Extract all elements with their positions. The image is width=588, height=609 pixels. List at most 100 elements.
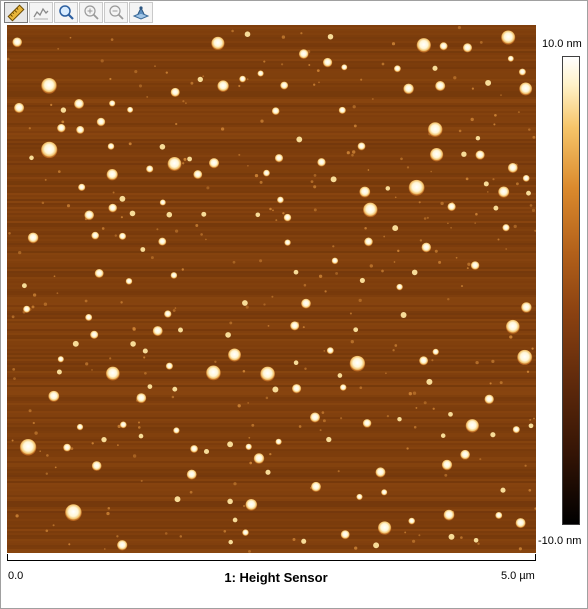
surface-grain (265, 396, 269, 400)
nanoparticle (227, 441, 234, 448)
zoom-out-tool-button[interactable] (104, 2, 128, 23)
surface-grain (470, 117, 474, 122)
nanoparticle (298, 49, 309, 59)
surface-grain (195, 224, 199, 227)
surface-grain (150, 256, 154, 260)
scan-line (7, 173, 536, 175)
surface-grain (116, 535, 119, 538)
nanoparticle (427, 122, 443, 137)
scan-line (7, 437, 536, 439)
nanoparticle (339, 384, 347, 391)
surface-grain (46, 454, 49, 457)
x-axis-tick-start (7, 554, 8, 561)
surface-grain (144, 371, 147, 375)
nanoparticle (443, 509, 455, 521)
nanoparticle (227, 498, 233, 505)
nanoparticle (227, 348, 242, 362)
scan-line (7, 187, 536, 189)
surface-grain (109, 357, 112, 360)
surface-grain (518, 547, 522, 551)
surface-grain (534, 507, 536, 510)
surface-grain (418, 201, 421, 204)
surface-grain (406, 166, 410, 169)
surface-grain (254, 173, 259, 178)
zoom-in-tool-button[interactable] (79, 2, 103, 23)
section-tool-button[interactable] (29, 2, 53, 23)
scan-line (7, 207, 536, 209)
scan-line (7, 349, 536, 351)
nanoparticle (242, 300, 248, 306)
image-toolbar (4, 2, 153, 24)
nanoparticle (327, 33, 334, 40)
scan-line (7, 243, 536, 245)
scan-line (7, 147, 536, 149)
x-axis-tick-end (535, 554, 536, 561)
scan-line (7, 401, 536, 403)
scan-line (7, 345, 536, 347)
scan-line (7, 279, 536, 281)
surface-grain (534, 229, 536, 232)
height-image[interactable] (7, 25, 536, 553)
scan-line (7, 47, 536, 49)
scan-line (7, 35, 536, 37)
scan-line (7, 521, 536, 523)
scan-line (7, 361, 536, 363)
nanoparticle (519, 82, 533, 96)
scan-line (7, 171, 536, 173)
scan-line (7, 397, 536, 399)
scan-line (7, 549, 536, 551)
surface-grain (31, 305, 35, 309)
scan-line (7, 283, 536, 285)
ruler-tool-button[interactable] (4, 2, 28, 23)
scan-line (7, 405, 536, 407)
scan-line (7, 167, 536, 169)
nanoparticle (363, 202, 378, 218)
scan-line (7, 165, 536, 167)
nanoparticle (362, 419, 372, 428)
scan-line (7, 505, 536, 507)
surface-grain (57, 170, 61, 173)
surface-grain (497, 238, 500, 241)
surface-grain (460, 536, 463, 539)
nanoparticle (146, 165, 154, 173)
scan-line (7, 333, 536, 335)
scan-line (7, 213, 536, 215)
surface-grain (430, 170, 433, 173)
zoom-out-icon (107, 4, 125, 22)
nanoparticle (178, 327, 183, 333)
scan-line (7, 489, 536, 491)
scan-line (7, 205, 536, 207)
view-3d-tool-button[interactable] (129, 2, 153, 23)
surface-grain (53, 275, 56, 278)
surface-grain (460, 285, 464, 288)
nanoparticle (170, 87, 180, 97)
zoom-tool-button[interactable] (54, 2, 78, 23)
nanoparticle (441, 459, 453, 471)
scan-line (7, 471, 536, 473)
scan-line (7, 33, 536, 35)
scan-line (7, 219, 536, 221)
surface-grain (275, 219, 278, 222)
scan-line (7, 105, 536, 107)
scan-line (7, 39, 536, 41)
scan-line (7, 169, 536, 171)
nanoparticle (338, 106, 346, 114)
nanoparticle (440, 433, 446, 438)
nanoparticle (439, 42, 448, 51)
surface-grain (513, 224, 517, 229)
scan-line (7, 257, 536, 259)
nanoparticle (291, 384, 302, 394)
scan-line (7, 227, 536, 229)
nanoparticle (211, 36, 225, 51)
scan-line (7, 175, 536, 177)
surface-grain (32, 421, 35, 425)
nanoparticle (187, 156, 193, 162)
scan-line (7, 269, 536, 271)
nanoparticle (172, 386, 178, 392)
nanoparticle (400, 312, 407, 318)
surface-grain (120, 216, 123, 219)
nanoparticle (495, 511, 503, 520)
surface-grain (447, 297, 450, 301)
nanoparticle (426, 378, 433, 385)
surface-grain (352, 150, 356, 154)
